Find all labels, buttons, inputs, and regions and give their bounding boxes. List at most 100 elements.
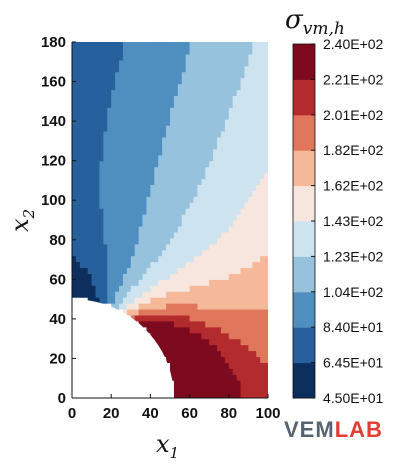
field-cell xyxy=(142,166,148,174)
field-cell xyxy=(173,166,179,174)
field-cell xyxy=(213,95,218,102)
colorbar-tick-label: 2.01E+02 xyxy=(323,107,384,123)
field-cell xyxy=(115,208,120,215)
field-cell xyxy=(193,243,199,251)
field-cell xyxy=(107,119,112,126)
field-cell xyxy=(162,59,167,67)
field-cell xyxy=(122,95,128,102)
field-cell xyxy=(162,47,167,55)
field-cell xyxy=(220,231,226,239)
field-cell xyxy=(79,243,85,251)
field-cell xyxy=(146,148,151,156)
field-cell xyxy=(189,65,195,73)
field-cell xyxy=(119,107,124,114)
field-cell xyxy=(173,285,179,292)
field-cell xyxy=(248,297,253,304)
field-cell xyxy=(150,59,155,67)
field-cell xyxy=(91,136,97,144)
colorbar-swatch xyxy=(293,44,315,80)
field-cell xyxy=(232,380,238,387)
field-cell xyxy=(189,386,195,393)
field-cell xyxy=(201,136,206,144)
field-cell xyxy=(236,362,242,369)
field-cell xyxy=(103,101,108,108)
field-cell xyxy=(146,47,151,55)
field-cell xyxy=(119,119,124,126)
field-cell xyxy=(134,166,140,174)
field-cell xyxy=(256,255,261,263)
field-cell xyxy=(177,142,183,150)
field-cell xyxy=(177,380,183,387)
field-cell xyxy=(181,261,187,269)
field-cell xyxy=(264,202,268,209)
field-cell xyxy=(264,95,268,102)
field-cell xyxy=(181,172,187,180)
field-cell xyxy=(170,225,175,233)
field-cell xyxy=(209,142,214,150)
field-cell xyxy=(173,113,179,120)
field-cell xyxy=(75,42,81,49)
field-cell xyxy=(224,184,230,191)
field-cell xyxy=(220,125,226,132)
field-cell xyxy=(79,249,85,257)
field-cell xyxy=(256,113,261,120)
field-cell xyxy=(103,59,108,67)
field-cell xyxy=(213,243,218,251)
field-cell xyxy=(138,303,144,310)
field-cell xyxy=(177,332,183,340)
field-cell xyxy=(142,303,148,310)
field-cell xyxy=(248,243,253,251)
field-cell xyxy=(173,380,179,387)
field-cell xyxy=(122,142,128,150)
field-cell xyxy=(134,214,140,221)
field-cell xyxy=(170,332,175,340)
field-cell xyxy=(244,261,249,269)
field-cell xyxy=(264,172,268,180)
field-cell xyxy=(146,309,151,316)
field-cell xyxy=(142,320,148,328)
field-cell xyxy=(122,220,128,227)
field-cell xyxy=(103,267,108,274)
field-cell xyxy=(177,368,183,375)
field-cell xyxy=(228,148,234,156)
field-cell xyxy=(146,83,151,91)
field-cell xyxy=(209,255,214,263)
field-cell xyxy=(142,279,148,286)
field-cell xyxy=(142,107,148,114)
field-cell xyxy=(217,142,222,150)
field-cell xyxy=(236,71,242,79)
field-cell xyxy=(260,142,265,150)
field-cell xyxy=(232,225,238,233)
field-cell xyxy=(162,237,167,245)
field-cell xyxy=(240,202,246,209)
field-cell xyxy=(154,208,159,215)
field-cell xyxy=(138,47,144,55)
field-cell xyxy=(75,131,81,138)
field-cell xyxy=(87,119,93,126)
field-cell xyxy=(177,356,183,363)
field-cell xyxy=(201,42,206,49)
field-cell xyxy=(201,142,206,150)
field-cell xyxy=(79,196,85,203)
field-cell xyxy=(177,309,183,316)
field-cell xyxy=(122,231,128,239)
field-cell xyxy=(220,380,226,387)
field-cell xyxy=(205,107,210,114)
field-cell xyxy=(189,113,195,120)
field-cell xyxy=(264,89,268,96)
field-cell xyxy=(170,71,175,79)
field-cell xyxy=(232,273,238,280)
field-cell xyxy=(240,131,246,138)
field-cell xyxy=(240,214,246,221)
field-cell xyxy=(252,119,257,126)
field-cell xyxy=(146,214,151,221)
field-cell xyxy=(205,89,210,96)
field-cell xyxy=(130,131,136,138)
field-cell xyxy=(126,202,132,209)
field-cell xyxy=(224,53,230,61)
field-cell xyxy=(122,309,128,316)
field-cell xyxy=(95,71,101,79)
field-cell xyxy=(256,196,261,203)
field-cell xyxy=(177,47,183,55)
field-cell xyxy=(162,285,167,292)
